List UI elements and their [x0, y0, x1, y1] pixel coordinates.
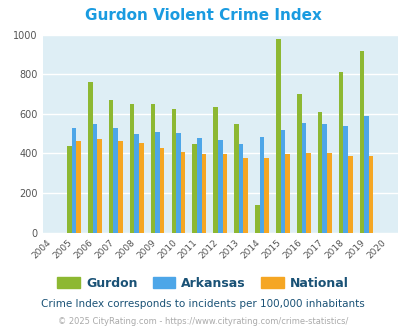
Bar [238, 144, 243, 233]
Bar [67, 146, 72, 233]
Bar [118, 141, 122, 233]
Bar [259, 137, 264, 233]
Bar [201, 154, 206, 233]
Bar [97, 139, 102, 233]
Bar [76, 141, 81, 233]
Bar [155, 132, 160, 233]
Bar [275, 39, 280, 233]
Text: Gurdon Violent Crime Index: Gurdon Violent Crime Index [84, 8, 321, 23]
Bar [322, 124, 326, 233]
Bar [363, 116, 368, 233]
Bar [326, 153, 331, 233]
Bar [338, 72, 343, 233]
Bar [243, 158, 247, 233]
Bar [171, 109, 176, 233]
Bar [196, 138, 201, 233]
Bar [88, 82, 92, 233]
Bar [343, 126, 347, 233]
Bar [264, 158, 268, 233]
Bar [222, 154, 226, 233]
Bar [254, 205, 259, 233]
Bar [134, 134, 139, 233]
Bar [217, 140, 222, 233]
Bar [160, 148, 164, 233]
Bar [109, 100, 113, 233]
Bar [213, 107, 217, 233]
Bar [305, 153, 310, 233]
Bar [301, 123, 305, 233]
Text: Crime Index corresponds to incidents per 100,000 inhabitants: Crime Index corresponds to incidents per… [41, 299, 364, 309]
Bar [234, 124, 238, 233]
Bar [285, 154, 289, 233]
Bar [347, 156, 352, 233]
Bar [139, 143, 143, 233]
Bar [368, 156, 373, 233]
Bar [192, 144, 196, 233]
Bar [359, 51, 363, 233]
Bar [296, 94, 301, 233]
Text: © 2025 CityRating.com - https://www.cityrating.com/crime-statistics/: © 2025 CityRating.com - https://www.city… [58, 317, 347, 326]
Bar [113, 128, 118, 233]
Bar [317, 112, 322, 233]
Bar [180, 152, 185, 233]
Bar [92, 124, 97, 233]
Bar [72, 128, 76, 233]
Legend: Gurdon, Arkansas, National: Gurdon, Arkansas, National [52, 272, 353, 295]
Bar [130, 104, 134, 233]
Bar [150, 104, 155, 233]
Bar [280, 130, 285, 233]
Bar [176, 133, 180, 233]
